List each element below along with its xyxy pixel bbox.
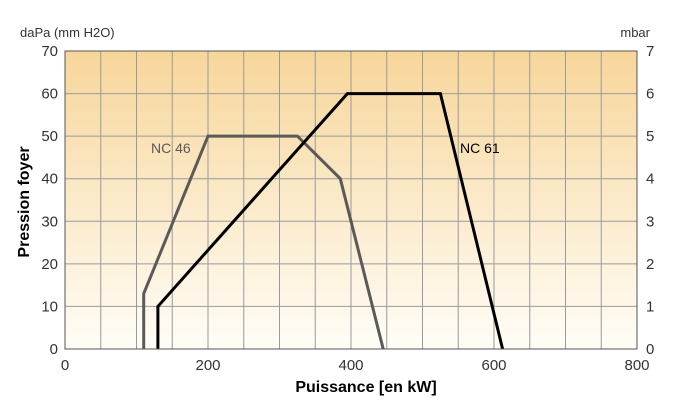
y-right-tick-label: 4 [646, 171, 654, 188]
y-right-unit: mbar [620, 25, 650, 40]
y-right-tick-label: 3 [646, 213, 654, 230]
x-tick-label: 0 [61, 357, 69, 374]
y-left-tick-label: 40 [41, 171, 58, 188]
series-label-nc46: NC 46 [151, 140, 191, 156]
y-left-unit: daPa (mm H2O) [20, 25, 115, 40]
x-tick-label: 600 [481, 357, 506, 374]
y-right-tick-label: 2 [646, 256, 654, 273]
y-axis-title: Pression foyer [16, 146, 33, 257]
series-layer [142, 92, 505, 350]
y-left-tick-label: 70 [41, 43, 58, 60]
y-right-tick-label: 0 [646, 341, 654, 358]
y-left-tick-label: 10 [41, 298, 58, 315]
x-axis-title: Puissance [en kW] [295, 379, 436, 396]
x-tick-label: 200 [195, 357, 220, 374]
grid [65, 51, 637, 349]
y-left-tick-label: 50 [41, 128, 58, 145]
y-left-tick-label: 0 [50, 341, 58, 358]
y-left-tick-label: 30 [41, 213, 58, 230]
series-line-nc61 [156, 92, 505, 350]
x-tick-label: 400 [338, 357, 363, 374]
y-right-tick-label: 6 [646, 86, 654, 103]
series-line-nc46 [142, 134, 385, 350]
x-tick-label: 800 [624, 357, 649, 374]
y-left-tick-label: 60 [41, 86, 58, 103]
series-label-nc61: NC 61 [460, 140, 500, 156]
y-right-tick-label: 5 [646, 128, 654, 145]
plot-border [64, 50, 638, 350]
y-left-tick-label: 20 [41, 256, 58, 273]
y-right-tick-label: 7 [646, 43, 654, 60]
y-right-tick-label: 1 [646, 298, 654, 315]
